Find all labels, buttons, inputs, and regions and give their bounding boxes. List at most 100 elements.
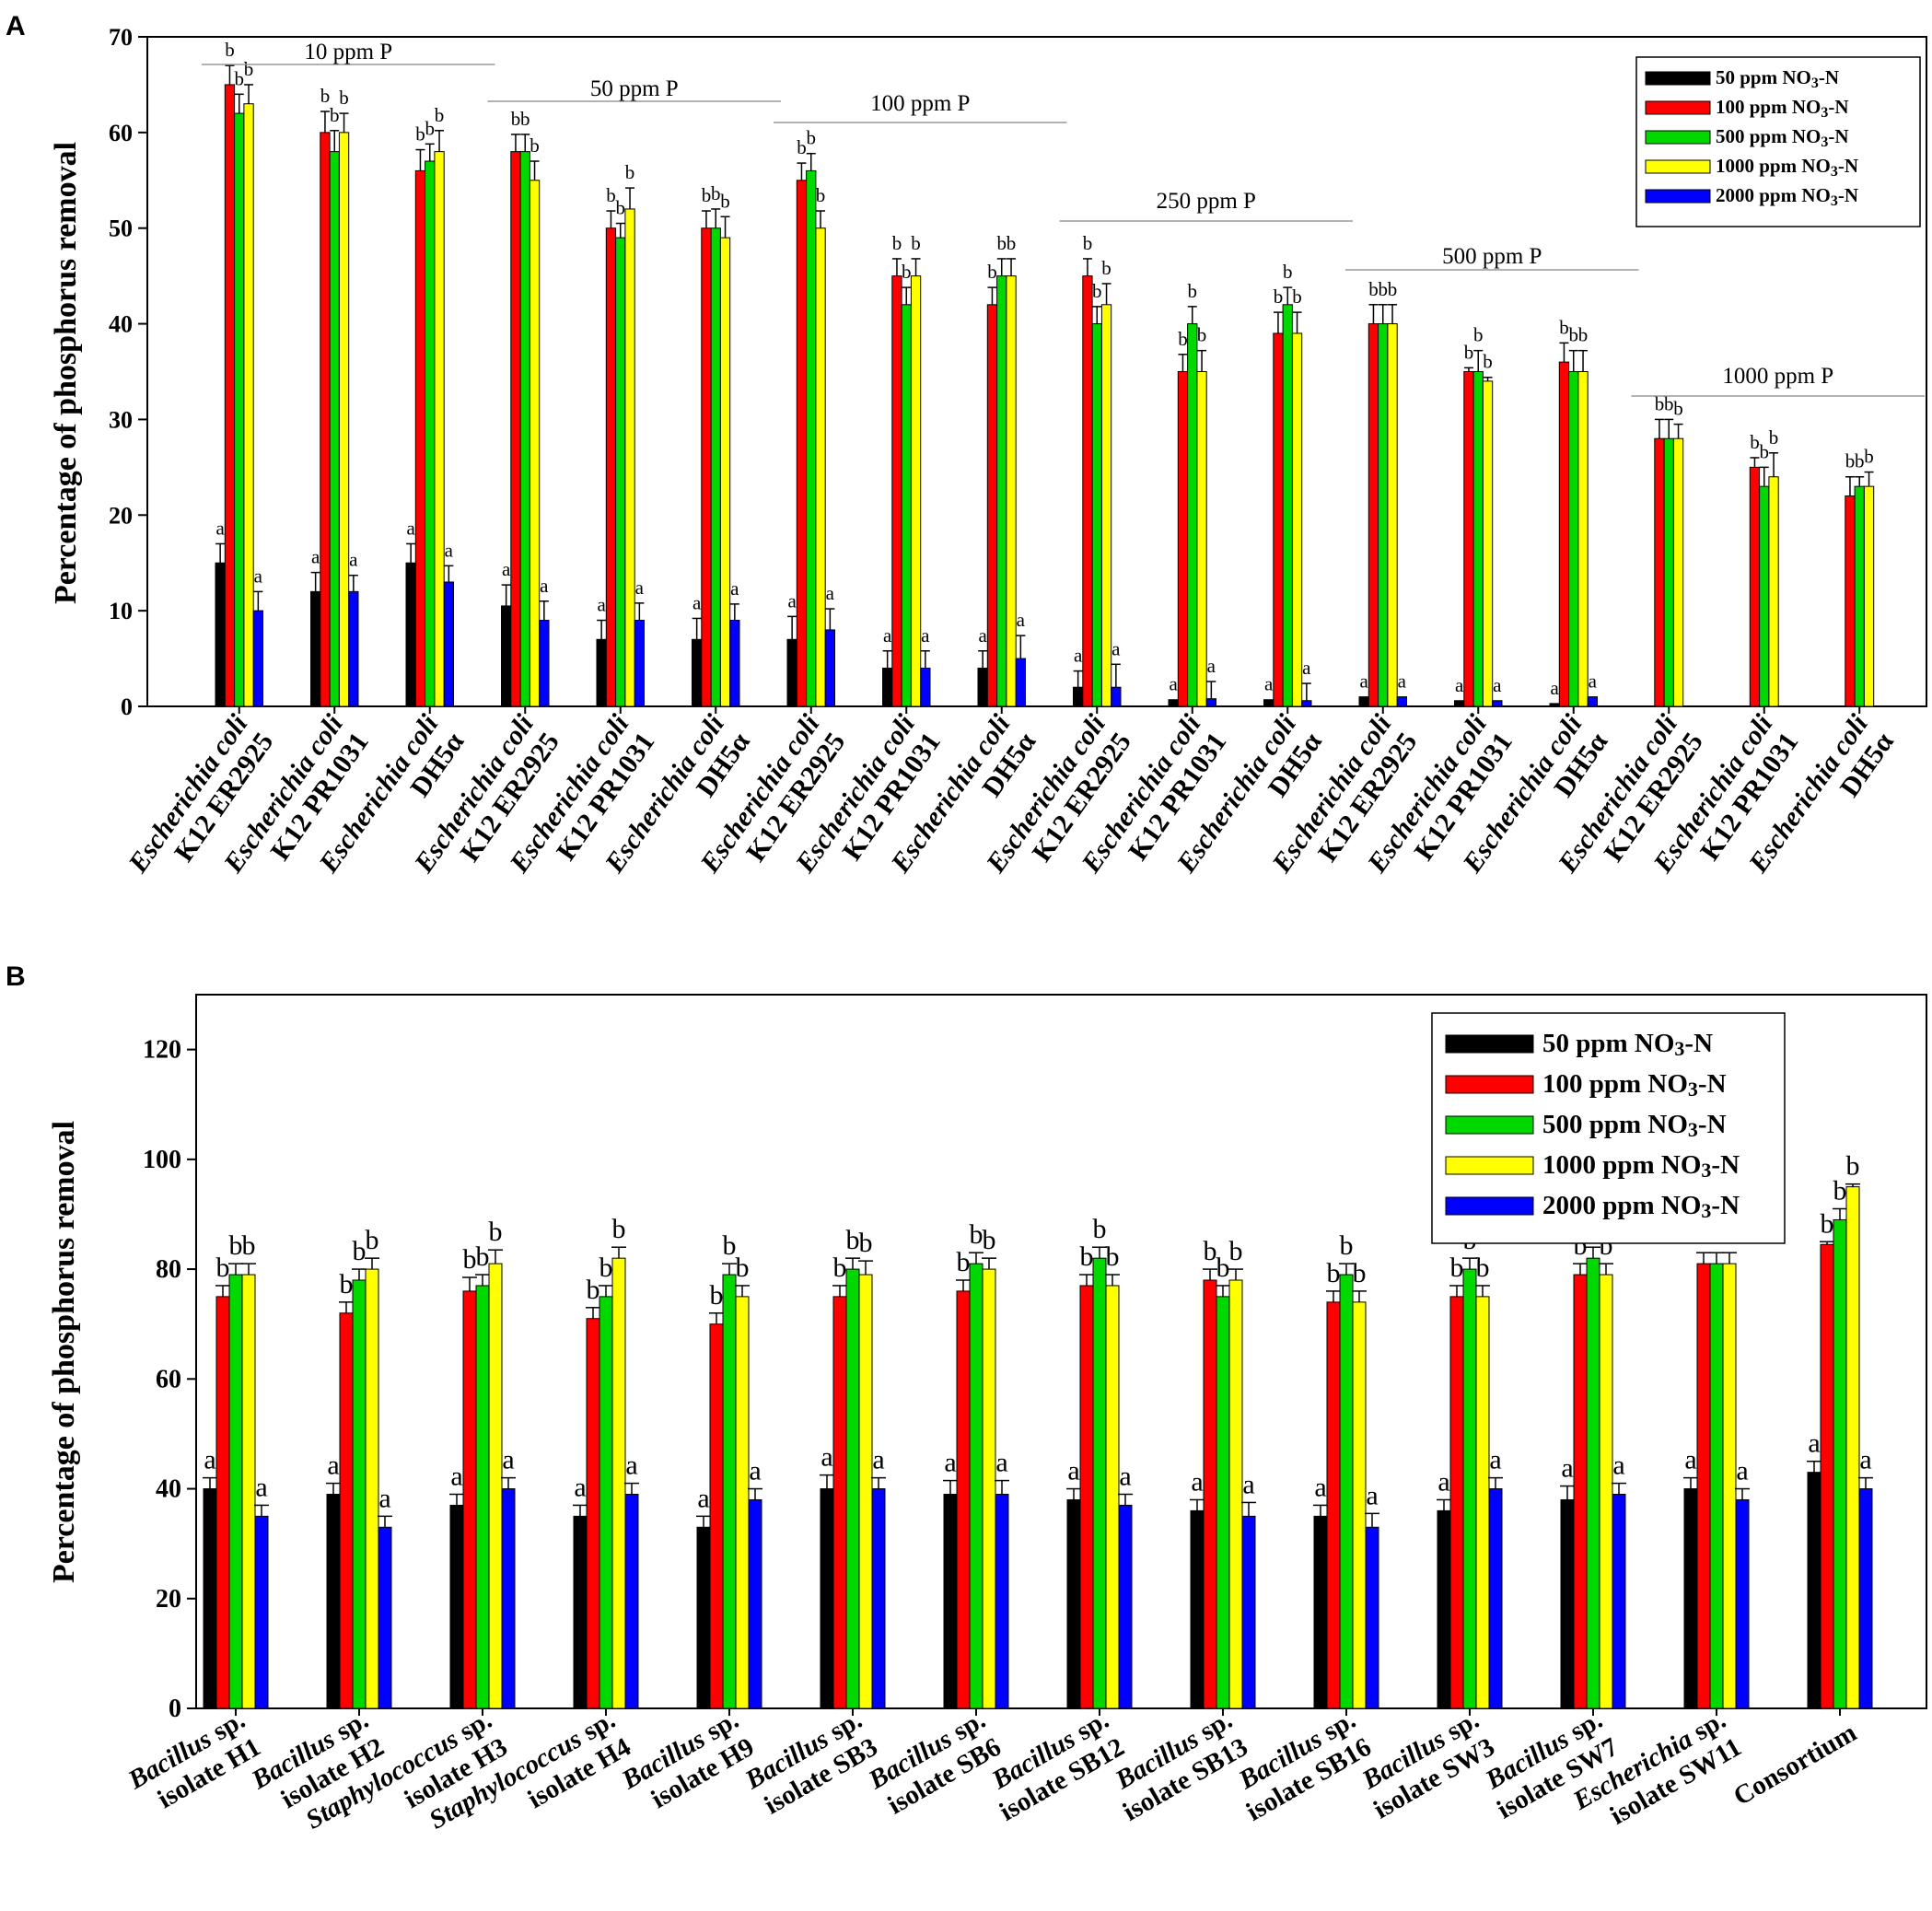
significance-letter: b — [463, 1244, 477, 1275]
category-label: Bacillus sp.isolate SB6 — [863, 1705, 1006, 1820]
bar — [796, 180, 808, 707]
bar — [1722, 1263, 1737, 1709]
bar — [1066, 1498, 1081, 1709]
bar — [1111, 686, 1122, 707]
bar — [969, 1263, 983, 1709]
significance-letter: a — [1489, 1445, 1501, 1475]
significance-letter: a — [1736, 1456, 1748, 1486]
significance-letter: b — [1106, 1241, 1120, 1272]
significance-letter: a — [502, 558, 511, 580]
significance-letter: a — [1366, 1480, 1378, 1510]
significance-letter: b — [1340, 1230, 1354, 1261]
bar — [488, 1263, 503, 1709]
significance-letter: a — [1067, 1456, 1079, 1486]
y-tick-label: 120 — [143, 1036, 181, 1065]
bar — [735, 1296, 750, 1709]
bar — [434, 151, 445, 707]
bar — [605, 227, 617, 707]
bar — [1100, 304, 1112, 707]
panel-b-letter: B — [6, 961, 26, 992]
significance-letter: a — [450, 1462, 462, 1492]
bar — [719, 237, 731, 707]
bar — [920, 667, 931, 707]
significance-letter: b — [520, 108, 530, 130]
significance-letter: b — [1007, 232, 1017, 254]
legend-swatch — [1645, 71, 1711, 86]
bar — [234, 112, 245, 707]
bar — [1313, 1515, 1328, 1709]
bar — [977, 667, 988, 707]
bar — [1368, 323, 1379, 707]
bar — [1672, 437, 1684, 707]
bar — [599, 1296, 613, 1709]
bar — [882, 667, 893, 707]
significance-letter: a — [1264, 673, 1274, 695]
panel-b-plot-frame — [195, 994, 1927, 1709]
significance-letter: b — [330, 104, 340, 126]
bar — [1654, 437, 1665, 707]
bar — [1177, 371, 1189, 707]
bar — [995, 1494, 1009, 1709]
significance-letter: a — [1437, 1466, 1449, 1497]
significance-letter: b — [625, 161, 635, 183]
bar — [519, 151, 530, 707]
significance-letter: b — [616, 197, 626, 219]
significance-letter: a — [1455, 674, 1464, 696]
bar — [696, 1526, 711, 1709]
bar — [956, 1290, 971, 1709]
significance-letter: a — [1302, 657, 1311, 679]
significance-letter: a — [1207, 655, 1216, 677]
bar — [1291, 332, 1303, 707]
category-label: Bacillus sp.isolate SB13 — [1110, 1705, 1252, 1826]
significance-letter: a — [597, 594, 606, 616]
bar — [326, 1494, 341, 1709]
significance-letter: b — [859, 1228, 873, 1258]
y-tick-label: 20 — [109, 502, 133, 529]
y-tick-label: 20 — [156, 1585, 181, 1614]
significance-letter: a — [502, 1445, 514, 1475]
significance-letter: a — [995, 1448, 1007, 1478]
bar — [1612, 1494, 1626, 1709]
significance-letter: a — [872, 1445, 884, 1475]
significance-letter: b — [612, 1214, 626, 1244]
significance-letter: a — [1169, 673, 1178, 695]
significance-letter: a — [327, 1451, 339, 1481]
bar — [596, 638, 607, 707]
y-tick-label: 60 — [109, 120, 133, 146]
significance-letter: b — [1476, 1253, 1490, 1283]
bar — [501, 1488, 516, 1709]
significance-letter: b — [229, 1230, 243, 1261]
bar — [573, 1515, 588, 1709]
bar — [1845, 1186, 1860, 1709]
significance-letter: b — [366, 1225, 379, 1255]
legend-swatch — [1645, 130, 1711, 145]
significance-letter: a — [944, 1448, 956, 1478]
significance-letter: b — [353, 1236, 367, 1266]
significance-letter: b — [1750, 431, 1760, 453]
bar — [709, 1323, 724, 1709]
significance-letter: a — [826, 582, 835, 604]
significance-letter: a — [445, 539, 454, 561]
significance-letter: a — [1111, 637, 1121, 659]
bar — [203, 1488, 217, 1709]
significance-letter: b — [1473, 324, 1484, 346]
legend-swatch — [1445, 1034, 1534, 1054]
significance-letter: a — [255, 1472, 267, 1502]
y-tick-label: 30 — [109, 406, 133, 433]
significance-letter: a — [1191, 1466, 1203, 1497]
bar — [845, 1268, 860, 1709]
significance-letter: a — [349, 549, 358, 571]
legend-swatch — [1645, 189, 1711, 204]
significance-letter: b — [1080, 1241, 1094, 1272]
significance-letter: b — [987, 261, 997, 283]
bar — [365, 1268, 379, 1709]
panel-a-y-axis-label: Percentage of phosphorus removal — [49, 142, 83, 604]
bar — [722, 1274, 737, 1709]
significance-letter: b — [807, 127, 817, 149]
bar — [215, 1296, 230, 1709]
bar — [1168, 699, 1179, 707]
bar — [1560, 1498, 1575, 1709]
significance-letter: a — [730, 577, 739, 600]
significance-letter: a — [1017, 609, 1026, 631]
